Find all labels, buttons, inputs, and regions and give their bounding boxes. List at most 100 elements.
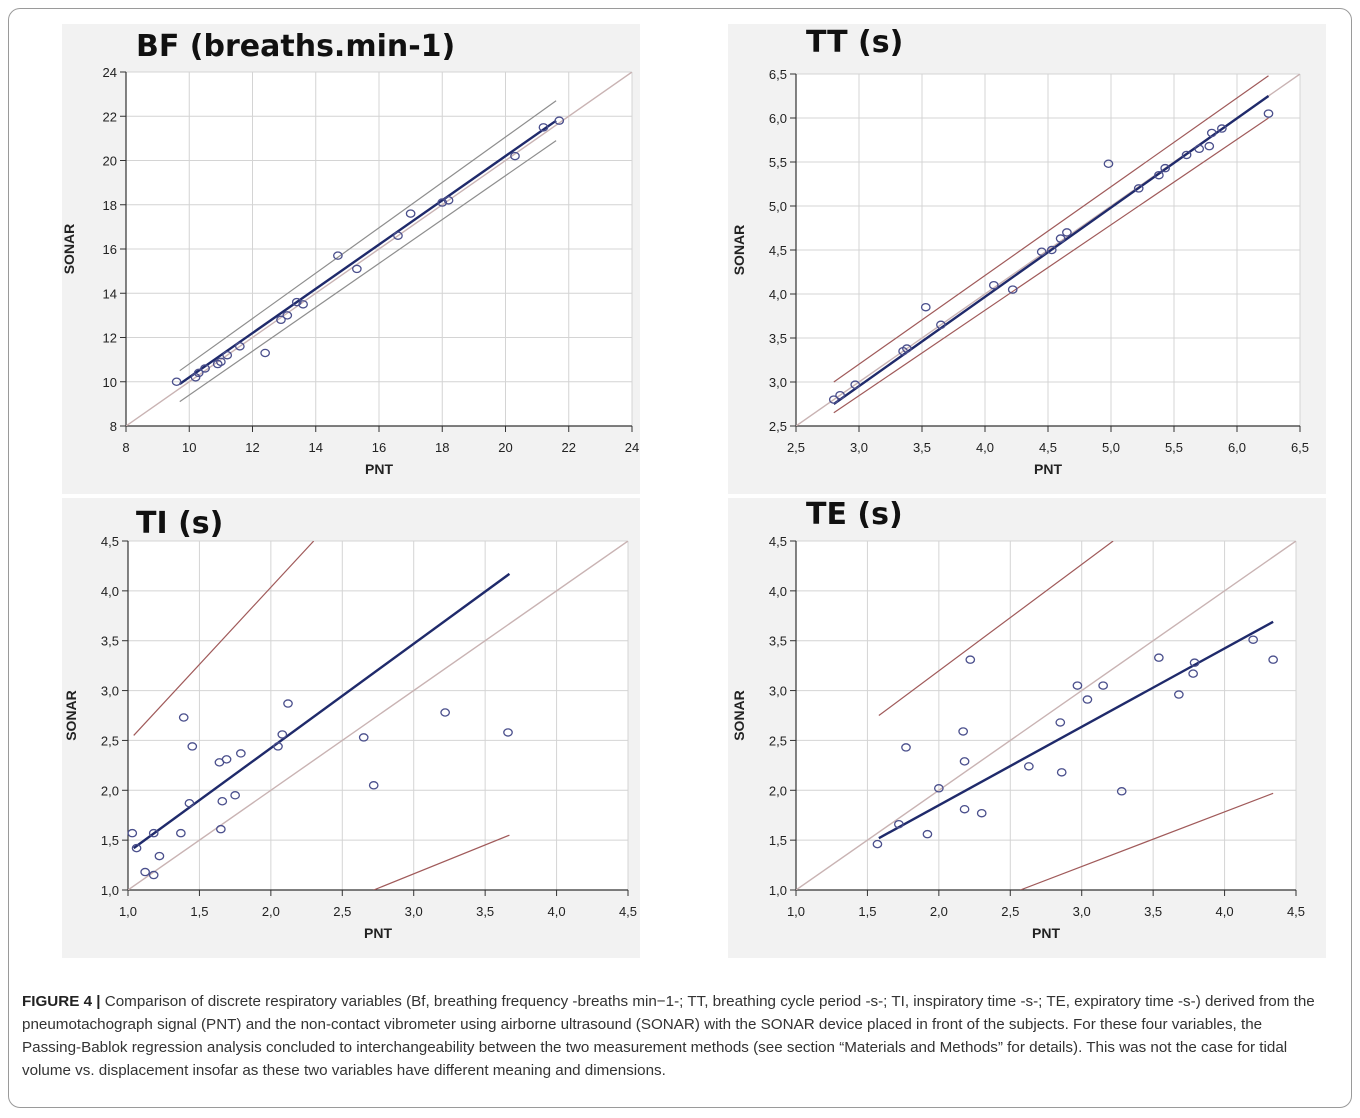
ci-upper-line xyxy=(878,541,1114,716)
y-axis-label: SONAR xyxy=(731,690,747,741)
ci-upper-line xyxy=(133,541,315,736)
data-point xyxy=(959,757,970,766)
x-axis-label: PNT xyxy=(1032,925,1060,941)
data-point xyxy=(1194,144,1205,154)
ci-upper-line xyxy=(833,75,1269,383)
data-point xyxy=(1189,658,1200,667)
y-tick-label: 1,5 xyxy=(769,833,787,848)
data-point xyxy=(958,727,968,736)
chart-title: TT (s) xyxy=(806,25,903,60)
x-tick-label: 18 xyxy=(435,440,449,455)
data-point xyxy=(1116,787,1127,796)
chart-tt: 2,5 3,0 3,5 4,0 4,5 5,0 5,5 6,0 6,5 2,5 3,0 3,5 4,0 4… xyxy=(731,25,1309,477)
y-tick-label: 4,0 xyxy=(769,287,787,302)
data-point xyxy=(554,116,565,125)
data-point xyxy=(988,280,999,290)
regression-line xyxy=(878,620,1274,840)
data-point xyxy=(230,791,240,800)
data-point xyxy=(920,302,931,312)
x-tick-label: 24 xyxy=(625,440,639,455)
data-point xyxy=(1098,681,1108,690)
data-point xyxy=(184,798,195,808)
x-tick-label: 4,5 xyxy=(1039,440,1057,455)
data-point xyxy=(222,350,233,360)
x-tick-label: 1,5 xyxy=(858,904,876,919)
data-point xyxy=(154,851,165,861)
y-tick-label: 3,0 xyxy=(101,684,119,699)
data-point xyxy=(1072,681,1083,690)
chart-title: TE (s) xyxy=(806,497,903,532)
data-point xyxy=(1154,170,1164,180)
data-point xyxy=(140,867,150,877)
x-tick-label: 1,0 xyxy=(119,904,137,919)
x-axis-label: PNT xyxy=(364,925,392,941)
ci-lower-line xyxy=(833,117,1269,414)
y-tick-label: 2,5 xyxy=(769,419,787,434)
data-point xyxy=(976,808,987,818)
data-point xyxy=(1154,653,1164,662)
x-tick-label: 4,0 xyxy=(976,440,994,455)
y-tick-label: 1,5 xyxy=(101,833,119,848)
x-axis-label: PNT xyxy=(365,461,393,477)
y-tick-label: 1,0 xyxy=(769,883,787,898)
data-point xyxy=(148,828,159,838)
data-point xyxy=(217,797,228,806)
y-axis-label: SONAR xyxy=(61,224,77,275)
data-point xyxy=(1181,150,1192,160)
y-tick-label: 2,0 xyxy=(101,783,119,798)
data-point xyxy=(1174,690,1184,699)
y-tick-label: 2,5 xyxy=(101,733,119,748)
x-tick-label: 8 xyxy=(122,440,129,455)
data-point xyxy=(221,755,232,764)
data-point xyxy=(1217,124,1227,133)
figure-panels: 8 10 12 14 16 18 20 22 24 8 10 12 14 16 18 20 22 24 PNT SON… xyxy=(61,24,1326,958)
y-tick-label: 18 xyxy=(103,198,117,213)
data-point xyxy=(1263,109,1274,118)
data-point xyxy=(260,348,270,358)
caption-label: FIGURE 4 | xyxy=(22,993,101,1010)
y-tick-label: 4,0 xyxy=(101,584,119,599)
figure-caption: FIGURE 4 | Comparison of discrete respir… xyxy=(22,990,1322,1082)
y-tick-label: 3,0 xyxy=(769,684,787,699)
data-point xyxy=(273,742,283,751)
y-axis-label: SONAR xyxy=(731,225,747,276)
data-point xyxy=(1188,669,1198,678)
y-tick-label: 14 xyxy=(103,286,117,301)
data-point xyxy=(193,368,204,378)
x-tick-label: 3,0 xyxy=(850,440,868,455)
y-tick-label: 12 xyxy=(103,331,117,346)
y-tick-label: 4,0 xyxy=(769,584,787,599)
data-point xyxy=(901,743,911,752)
ci-lower-line xyxy=(373,834,510,890)
chart-title: BF (breaths.min-1) xyxy=(136,29,455,64)
x-tick-label: 4,5 xyxy=(1287,904,1305,919)
y-tick-label: 8 xyxy=(110,419,117,434)
data-point xyxy=(283,699,293,708)
data-point xyxy=(443,196,454,205)
identity-line xyxy=(126,72,632,426)
data-point xyxy=(148,870,159,880)
ci-lower-line xyxy=(179,140,557,403)
x-tick-label: 14 xyxy=(309,440,323,455)
data-point xyxy=(894,819,904,829)
x-tick-label: 3,5 xyxy=(913,440,931,455)
x-tick-label: 4,5 xyxy=(619,904,637,919)
data-point xyxy=(131,843,142,853)
x-tick-label: 2,5 xyxy=(787,440,805,455)
y-tick-label: 20 xyxy=(103,154,117,169)
y-tick-label: 16 xyxy=(103,242,117,257)
y-tick-label: 4,5 xyxy=(101,534,119,549)
data-point xyxy=(934,784,944,793)
data-point xyxy=(291,297,302,307)
data-point xyxy=(1046,245,1057,255)
x-tick-label: 6,5 xyxy=(1291,440,1309,455)
data-point xyxy=(393,231,403,240)
chart-te: 1,0 1,5 2,0 2,5 3,0 3,5 4,0 4,5 1,0 1,5 2,0 2,5 3,0 3… xyxy=(731,497,1305,941)
data-point xyxy=(440,708,450,717)
x-tick-label: 20 xyxy=(498,440,512,455)
data-point xyxy=(236,749,246,758)
chart-title: TI (s) xyxy=(136,506,223,541)
data-point xyxy=(277,730,288,739)
data-point xyxy=(1133,184,1144,193)
data-point xyxy=(171,377,182,386)
